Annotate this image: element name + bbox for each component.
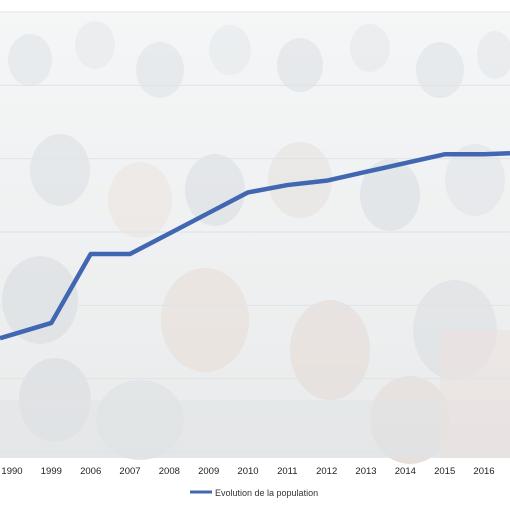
x-tick-label-2006: 2006 <box>80 466 101 477</box>
series-layer <box>0 151 510 341</box>
x-tick-label-2008: 2008 <box>159 466 180 477</box>
legend-label-population: Evolution de la population <box>215 488 318 498</box>
x-tick-label-1990: 1990 <box>1 466 22 477</box>
crowd-background-image <box>0 12 510 464</box>
x-axis-tick-labels: 1990 1999 2006 2007 2008 2009 2010 2011 2012 2013… <box>1 466 494 477</box>
x-tick-label-2011: 2011 <box>277 466 297 477</box>
x-tick-label-1999: 1999 <box>41 466 62 477</box>
x-tick-label-2013: 2013 <box>355 466 376 477</box>
x-tick-label-2015: 2015 <box>434 466 455 477</box>
legend: Evolution de la population <box>190 488 318 498</box>
x-tick-label-2012: 2012 <box>316 466 337 477</box>
x-tick-label-2010: 2010 <box>237 466 258 477</box>
x-tick-label-2007: 2007 <box>119 466 140 477</box>
x-tick-label-2014: 2014 <box>395 466 416 477</box>
gridlines <box>0 11 510 453</box>
x-tick-label-2009: 2009 <box>198 466 219 477</box>
x-tick-label-2016: 2016 <box>473 466 494 477</box>
